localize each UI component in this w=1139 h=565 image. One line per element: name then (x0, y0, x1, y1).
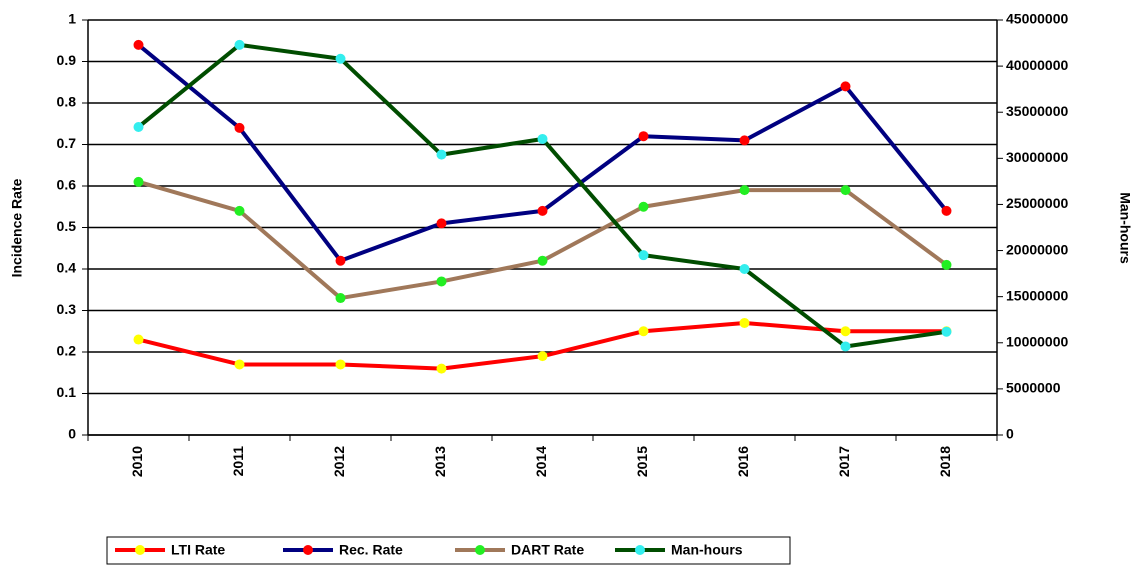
point (840, 341, 851, 352)
point (436, 149, 447, 160)
x-tick-label: 2016 (735, 446, 751, 477)
y-tick-label: 0.9 (57, 52, 77, 68)
point (537, 205, 548, 216)
legend-marker (635, 545, 645, 555)
y-tick-label: 0.4 (57, 260, 77, 276)
x-tick-label: 2010 (129, 446, 145, 477)
y2-tick-label: 0 (1006, 426, 1014, 442)
point (234, 122, 245, 133)
point (941, 205, 952, 216)
point (234, 39, 245, 50)
x-tick-label: 2012 (331, 446, 347, 477)
y2-tick-label: 30000000 (1006, 149, 1069, 165)
x-tick-label: 2011 (230, 446, 246, 477)
y2-tick-label: 5000000 (1006, 380, 1061, 396)
legend-marker (135, 545, 145, 555)
point (335, 53, 346, 64)
point (739, 185, 750, 196)
legend-box (106, 536, 791, 565)
point (941, 259, 952, 270)
legend-label: Man-hours (671, 542, 743, 558)
y-tick-label: 0.3 (57, 301, 77, 317)
point (840, 185, 851, 196)
point (436, 218, 447, 229)
point (840, 81, 851, 92)
legend-label: LTI Rate (171, 542, 225, 558)
point (133, 121, 144, 132)
point (335, 293, 346, 304)
point (537, 255, 548, 266)
x-tick-label: 2017 (836, 446, 852, 477)
y2-tick-label: 10000000 (1006, 333, 1069, 349)
point (537, 133, 548, 144)
point (638, 326, 649, 337)
point (133, 176, 144, 187)
point (638, 250, 649, 261)
x-tick-label: 2015 (634, 446, 650, 477)
y-tick-label: 0.5 (57, 218, 77, 234)
y-tick-label: 0.6 (57, 177, 77, 193)
point (335, 255, 346, 266)
point (133, 334, 144, 345)
y-tick-label: 0.7 (57, 135, 77, 151)
point (638, 131, 649, 142)
y-axis-label: Incidence Rate (9, 178, 25, 277)
legend-marker (475, 545, 485, 555)
y-tick-label: 0.1 (57, 384, 77, 400)
y2-axis-label: Man-hours (1117, 192, 1133, 264)
legend-label: DART Rate (511, 542, 584, 558)
point (133, 39, 144, 50)
y-tick-label: 1 (68, 11, 76, 27)
x-tick-label: 2013 (432, 446, 448, 477)
point (335, 359, 346, 370)
point (840, 326, 851, 337)
y2-tick-label: 25000000 (1006, 195, 1069, 211)
y2-tick-label: 35000000 (1006, 103, 1069, 119)
y-tick-label: 0.8 (57, 94, 77, 110)
legend-label: Rec. Rate (339, 542, 403, 558)
y2-tick-label: 20000000 (1006, 241, 1069, 257)
y2-tick-label: 45000000 (1006, 11, 1069, 27)
y2-tick-label: 40000000 (1006, 57, 1069, 73)
point (537, 351, 548, 362)
point (638, 201, 649, 212)
point (941, 326, 952, 337)
series-line (137, 179, 948, 301)
legend-marker (303, 545, 313, 555)
point (739, 264, 750, 274)
point (739, 135, 750, 146)
point (436, 276, 447, 287)
series-line (137, 42, 947, 349)
point (739, 317, 750, 328)
y-tick-label: 0.2 (57, 343, 77, 359)
point (234, 205, 245, 216)
point (234, 359, 245, 370)
point (436, 363, 447, 374)
y-tick-label: 0 (68, 426, 76, 442)
y2-tick-label: 15000000 (1006, 287, 1069, 303)
x-tick-label: 2018 (937, 446, 953, 477)
x-tick-label: 2014 (533, 446, 549, 477)
